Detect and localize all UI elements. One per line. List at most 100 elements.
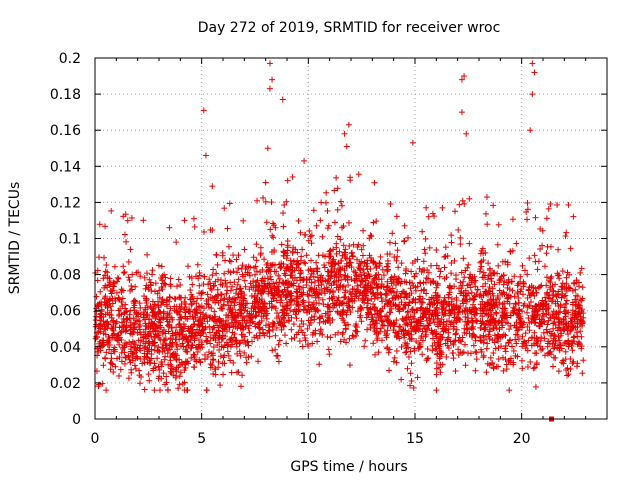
data-point (123, 238, 130, 245)
data-point (312, 294, 319, 301)
data-point (448, 232, 455, 239)
data-point (154, 355, 161, 362)
data-point (527, 127, 534, 134)
data-point (210, 283, 217, 290)
data-point (220, 344, 227, 351)
data-point (276, 275, 283, 282)
data-point (263, 219, 270, 226)
data-point (525, 286, 532, 293)
data-point (512, 331, 519, 338)
data-point (558, 286, 565, 293)
data-point (480, 339, 487, 346)
y-tick-label: 0.2 (59, 51, 81, 67)
data-point (295, 217, 302, 224)
data-point (548, 273, 555, 280)
data-point (455, 352, 462, 359)
data-point (253, 241, 260, 248)
data-point (319, 331, 326, 338)
data-point (104, 284, 111, 291)
data-point (441, 275, 448, 282)
data-point (374, 320, 381, 327)
data-point (281, 332, 288, 339)
data-point (524, 294, 531, 301)
data-point (437, 369, 444, 376)
data-point (234, 369, 241, 376)
data-point (219, 282, 226, 289)
data-point (545, 317, 552, 324)
data-point (253, 312, 260, 319)
data-point (95, 383, 102, 390)
data-point (269, 232, 276, 239)
data-point (275, 358, 282, 365)
data-point (527, 298, 534, 305)
data-point (446, 282, 453, 289)
data-point (547, 314, 554, 321)
data-point (207, 280, 214, 287)
x-tick-label: 0 (91, 431, 100, 447)
data-point (132, 365, 139, 372)
data-point (333, 240, 340, 247)
data-point (559, 268, 566, 275)
data-point (370, 340, 377, 347)
data-point (235, 369, 242, 376)
data-point (257, 269, 264, 276)
data-point (543, 250, 550, 257)
data-point (483, 194, 490, 201)
data-point (557, 326, 564, 333)
data-point (340, 242, 347, 249)
data-point (337, 236, 344, 243)
data-point (487, 307, 494, 314)
x-tick-labels: 0 5 10 15 20 (91, 431, 531, 447)
data-point (443, 318, 450, 325)
data-point (96, 254, 103, 261)
data-point (247, 319, 254, 326)
data-point (116, 372, 123, 379)
data-point (166, 224, 173, 231)
data-point (140, 329, 147, 336)
data-point (108, 360, 115, 367)
data-point (360, 242, 367, 249)
data-point (146, 377, 153, 384)
data-point (167, 305, 174, 312)
data-point (577, 269, 584, 276)
data-point (457, 234, 464, 241)
data-point (189, 342, 196, 349)
y-axis-label: SRMTID / TECUs (7, 182, 23, 295)
data-point (239, 337, 246, 344)
data-point (350, 268, 357, 275)
data-point (362, 337, 369, 344)
data-point (407, 335, 414, 342)
data-point (237, 352, 244, 359)
data-point (167, 294, 174, 301)
data-point (108, 355, 115, 362)
data-point (494, 296, 501, 303)
data-point (407, 285, 414, 292)
data-point (217, 291, 224, 298)
data-point (175, 276, 182, 283)
data-point (235, 252, 242, 259)
data-point (181, 367, 188, 374)
data-point (419, 228, 426, 235)
data-point (367, 265, 374, 272)
data-point (172, 336, 179, 343)
data-point (549, 341, 556, 348)
data-point (433, 387, 440, 394)
data-point (328, 282, 335, 289)
data-point (181, 379, 188, 386)
data-point (268, 276, 275, 283)
data-point (296, 323, 303, 330)
data-point (472, 283, 479, 290)
data-point (375, 349, 382, 356)
data-point (108, 207, 115, 214)
data-point (471, 273, 478, 280)
data-point (511, 273, 518, 280)
data-point (387, 200, 394, 207)
data-point (393, 359, 400, 366)
data-point (176, 373, 183, 380)
data-point (541, 263, 548, 270)
data-point (393, 288, 400, 295)
data-point (563, 366, 570, 373)
data-point (118, 286, 125, 293)
data-point (425, 213, 432, 220)
data-point (527, 358, 534, 365)
